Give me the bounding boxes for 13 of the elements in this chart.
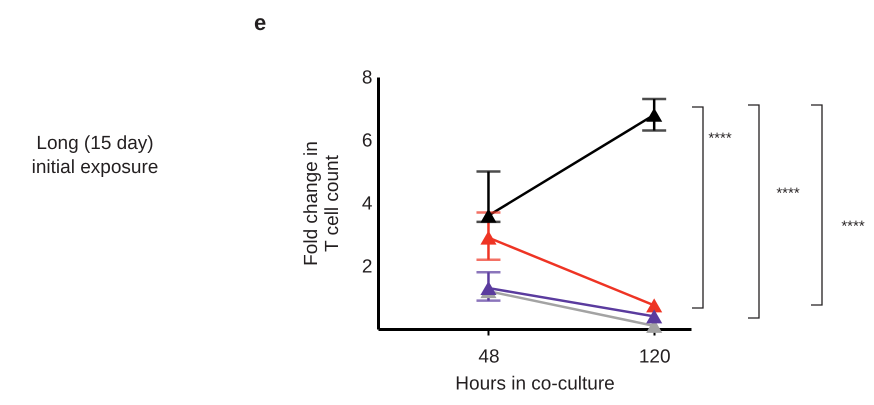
x-tick-label: 120 bbox=[638, 346, 671, 368]
x-axis-title: Hours in co-culture bbox=[455, 374, 615, 394]
text: **** bbox=[840, 218, 866, 235]
y-tick-label: 2 bbox=[362, 256, 372, 278]
chart-title: e bbox=[254, 10, 266, 36]
y-tick-label: 6 bbox=[362, 130, 372, 152]
text: Long (15 day) initial exposure bbox=[30, 132, 160, 180]
y-axis-title: Fold change in T cell count bbox=[300, 141, 343, 266]
text: **** bbox=[775, 185, 801, 202]
x-tick-label: 48 bbox=[478, 346, 500, 368]
y-tick-label: 8 bbox=[362, 68, 372, 88]
y-tick-label: 4 bbox=[362, 194, 373, 214]
text: **** bbox=[707, 130, 733, 147]
